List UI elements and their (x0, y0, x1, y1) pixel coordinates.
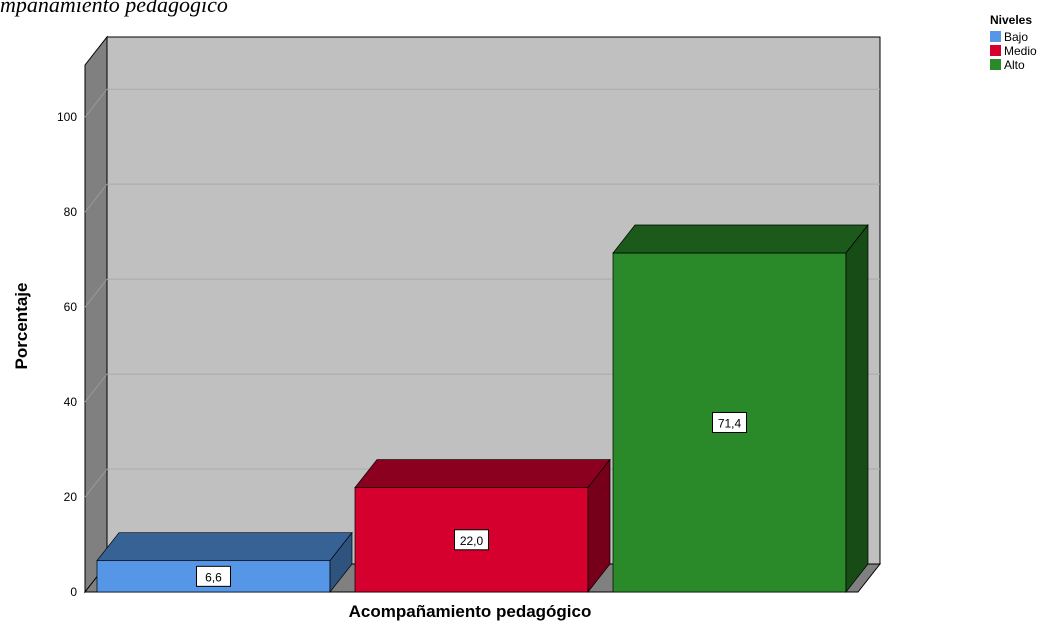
value-label-box (454, 529, 489, 551)
bar-top (354, 459, 611, 488)
legend-swatch (990, 59, 1001, 70)
y-tick-label: 40 (64, 395, 78, 409)
legend-label: Medio (1004, 44, 1037, 58)
x-axis-label: Acompañamiento pedagógico (349, 602, 592, 621)
grid-line (84, 468, 108, 498)
bar-side (329, 531, 353, 594)
value-label: 22,0 (460, 534, 484, 548)
value-label-box (196, 565, 231, 587)
bar-top (612, 224, 869, 254)
left-wall (84, 35, 108, 594)
legend-swatch (990, 31, 1001, 42)
bar-top (96, 532, 353, 562)
value-label: 6,6 (205, 570, 222, 584)
bar-side (845, 223, 869, 594)
legend-label: Alto (1004, 58, 1025, 72)
legend-swatch (990, 45, 1001, 56)
bar-side (587, 458, 611, 594)
grid-line (84, 373, 108, 403)
value-label: 71,4 (718, 417, 742, 431)
y-tick-label: 80 (64, 205, 78, 219)
grid-line (84, 278, 108, 308)
y-tick-label: 100 (57, 110, 77, 124)
y-axis-label: Porcentaje (12, 283, 31, 370)
y-tick-label: 20 (64, 490, 78, 504)
y-tick-label: 0 (70, 585, 77, 599)
grid-line (84, 88, 108, 118)
value-label-box (712, 412, 747, 434)
chart-title: mpañamiento pedagógico (0, 0, 228, 17)
legend-label: Bajo (1004, 30, 1028, 44)
grid-line (84, 183, 108, 213)
legend-title: Niveles (990, 13, 1032, 27)
y-tick-label: 60 (64, 300, 78, 314)
